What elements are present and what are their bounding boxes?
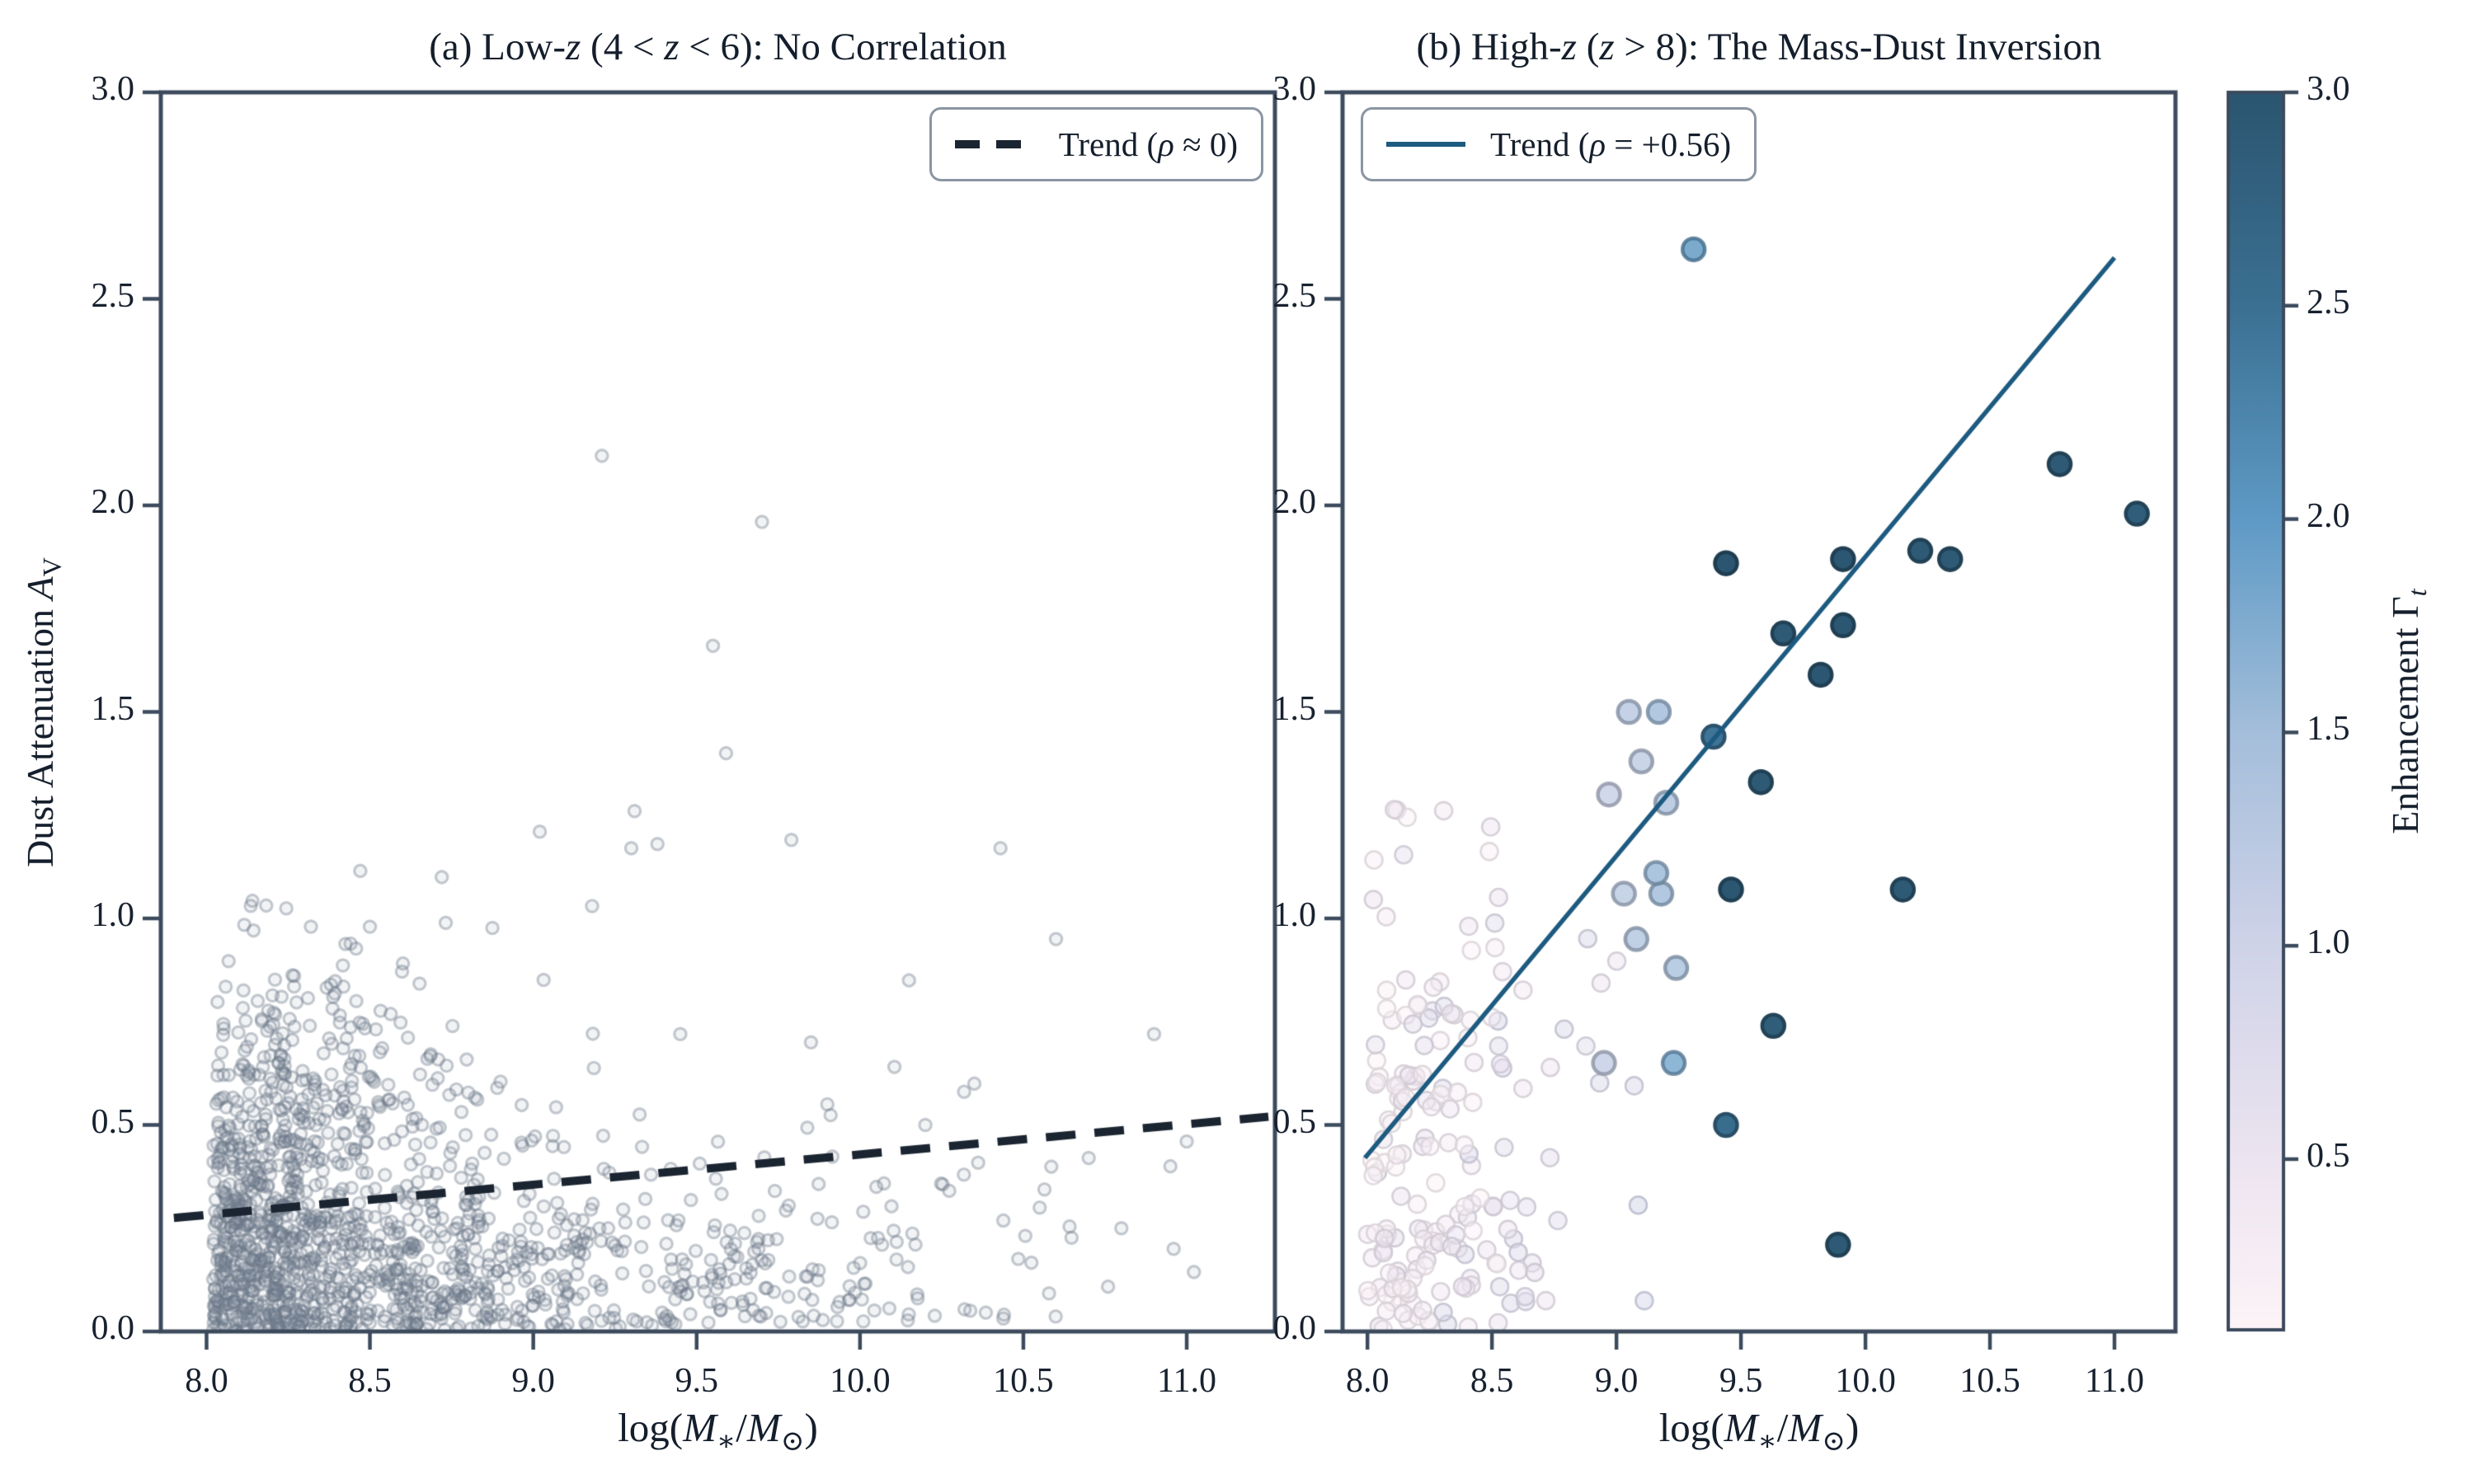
panel-a-y-tick-label: 1.5 (91, 689, 135, 728)
panel-b-y-tick-label: 3.0 (1272, 70, 1317, 108)
panel-b-y-tick-label: 1.0 (1272, 896, 1317, 934)
panel-a-x-tick-label: 9.5 (675, 1362, 718, 1400)
colorbar-tick-label: 3.0 (2307, 70, 2350, 108)
panel-b-x-tick-label: 9.5 (1719, 1362, 1763, 1400)
panel-b-y-tick-label: 0.0 (1272, 1309, 1317, 1347)
panel-a-y-tick-label: 0.5 (91, 1102, 135, 1141)
panel-b-y-tick-label: 1.5 (1272, 689, 1317, 728)
panel-a-x-axis-label: log(M∗/M⊙) (618, 1405, 818, 1457)
panel-b-x-tick-label: 10.5 (1959, 1362, 2020, 1400)
colorbar-tick-label: 2.5 (2307, 283, 2350, 322)
panel-b-x-tick-label: 8.5 (1470, 1362, 1514, 1400)
panel-b-y-tick-label: 2.5 (1272, 276, 1317, 315)
panel-b-title: (b) High-z (z > 8): The Mass-Dust Invers… (1416, 26, 2102, 68)
panel-b-x-tick-label: 9.0 (1594, 1362, 1639, 1400)
solid-trend-line-sample (1386, 142, 1465, 147)
panel-a-x-tick-label: 8.5 (348, 1362, 392, 1400)
panel-a-title: (a) Low-z (4 < z < 6): No Correlation (429, 26, 1007, 68)
colorbar-label: Enhancement Γt (2383, 588, 2433, 834)
panel-a-y-tick-label: 2.5 (91, 276, 135, 315)
colorbar-tick-label: 1.0 (2307, 923, 2350, 962)
dashed-trend-line-sample (954, 140, 1034, 148)
panel-b-x-tick-label: 11.0 (2085, 1362, 2144, 1400)
panel-a-y-tick-label: 0.0 (91, 1309, 135, 1347)
colorbar-tick-label: 0.5 (2307, 1136, 2350, 1175)
panel-b-x-tick-label: 10.0 (1835, 1362, 1896, 1400)
panel-b-legend-label: Trend (ρ = +0.56) (1490, 125, 1732, 163)
colorbar-tick-label: 2.0 (2307, 496, 2350, 535)
panel-a-x-tick-label: 10.0 (830, 1362, 891, 1400)
panel-b-y-tick-label: 0.5 (1272, 1102, 1317, 1141)
panel-a-y-tick-label: 3.0 (91, 70, 135, 108)
panel-b-x-axis-label: log(M∗/M⊙) (1658, 1405, 1860, 1457)
panel-a-x-tick-label: 9.0 (511, 1362, 555, 1400)
panel-a-x-tick-label: 11.0 (1157, 1362, 1216, 1400)
colorbar-tick-label: 1.5 (2307, 710, 2350, 749)
panel-b-x-tick-label: 8.0 (1345, 1362, 1390, 1400)
panel-b-y-tick-label: 2.0 (1272, 483, 1317, 521)
panel-a-x-tick-label: 10.5 (993, 1362, 1054, 1400)
panel-a-y-tick-label: 1.0 (91, 896, 135, 934)
panel-a-y-tick-label: 2.0 (91, 483, 135, 521)
panel-b-legend: Trend (ρ = +0.56) (1361, 107, 1757, 181)
panel-a-legend-label: Trend (ρ ≈ 0) (1058, 125, 1238, 163)
panel-a-x-tick-label: 8.0 (185, 1362, 228, 1400)
panel-a-legend: Trend (ρ ≈ 0) (929, 107, 1263, 181)
